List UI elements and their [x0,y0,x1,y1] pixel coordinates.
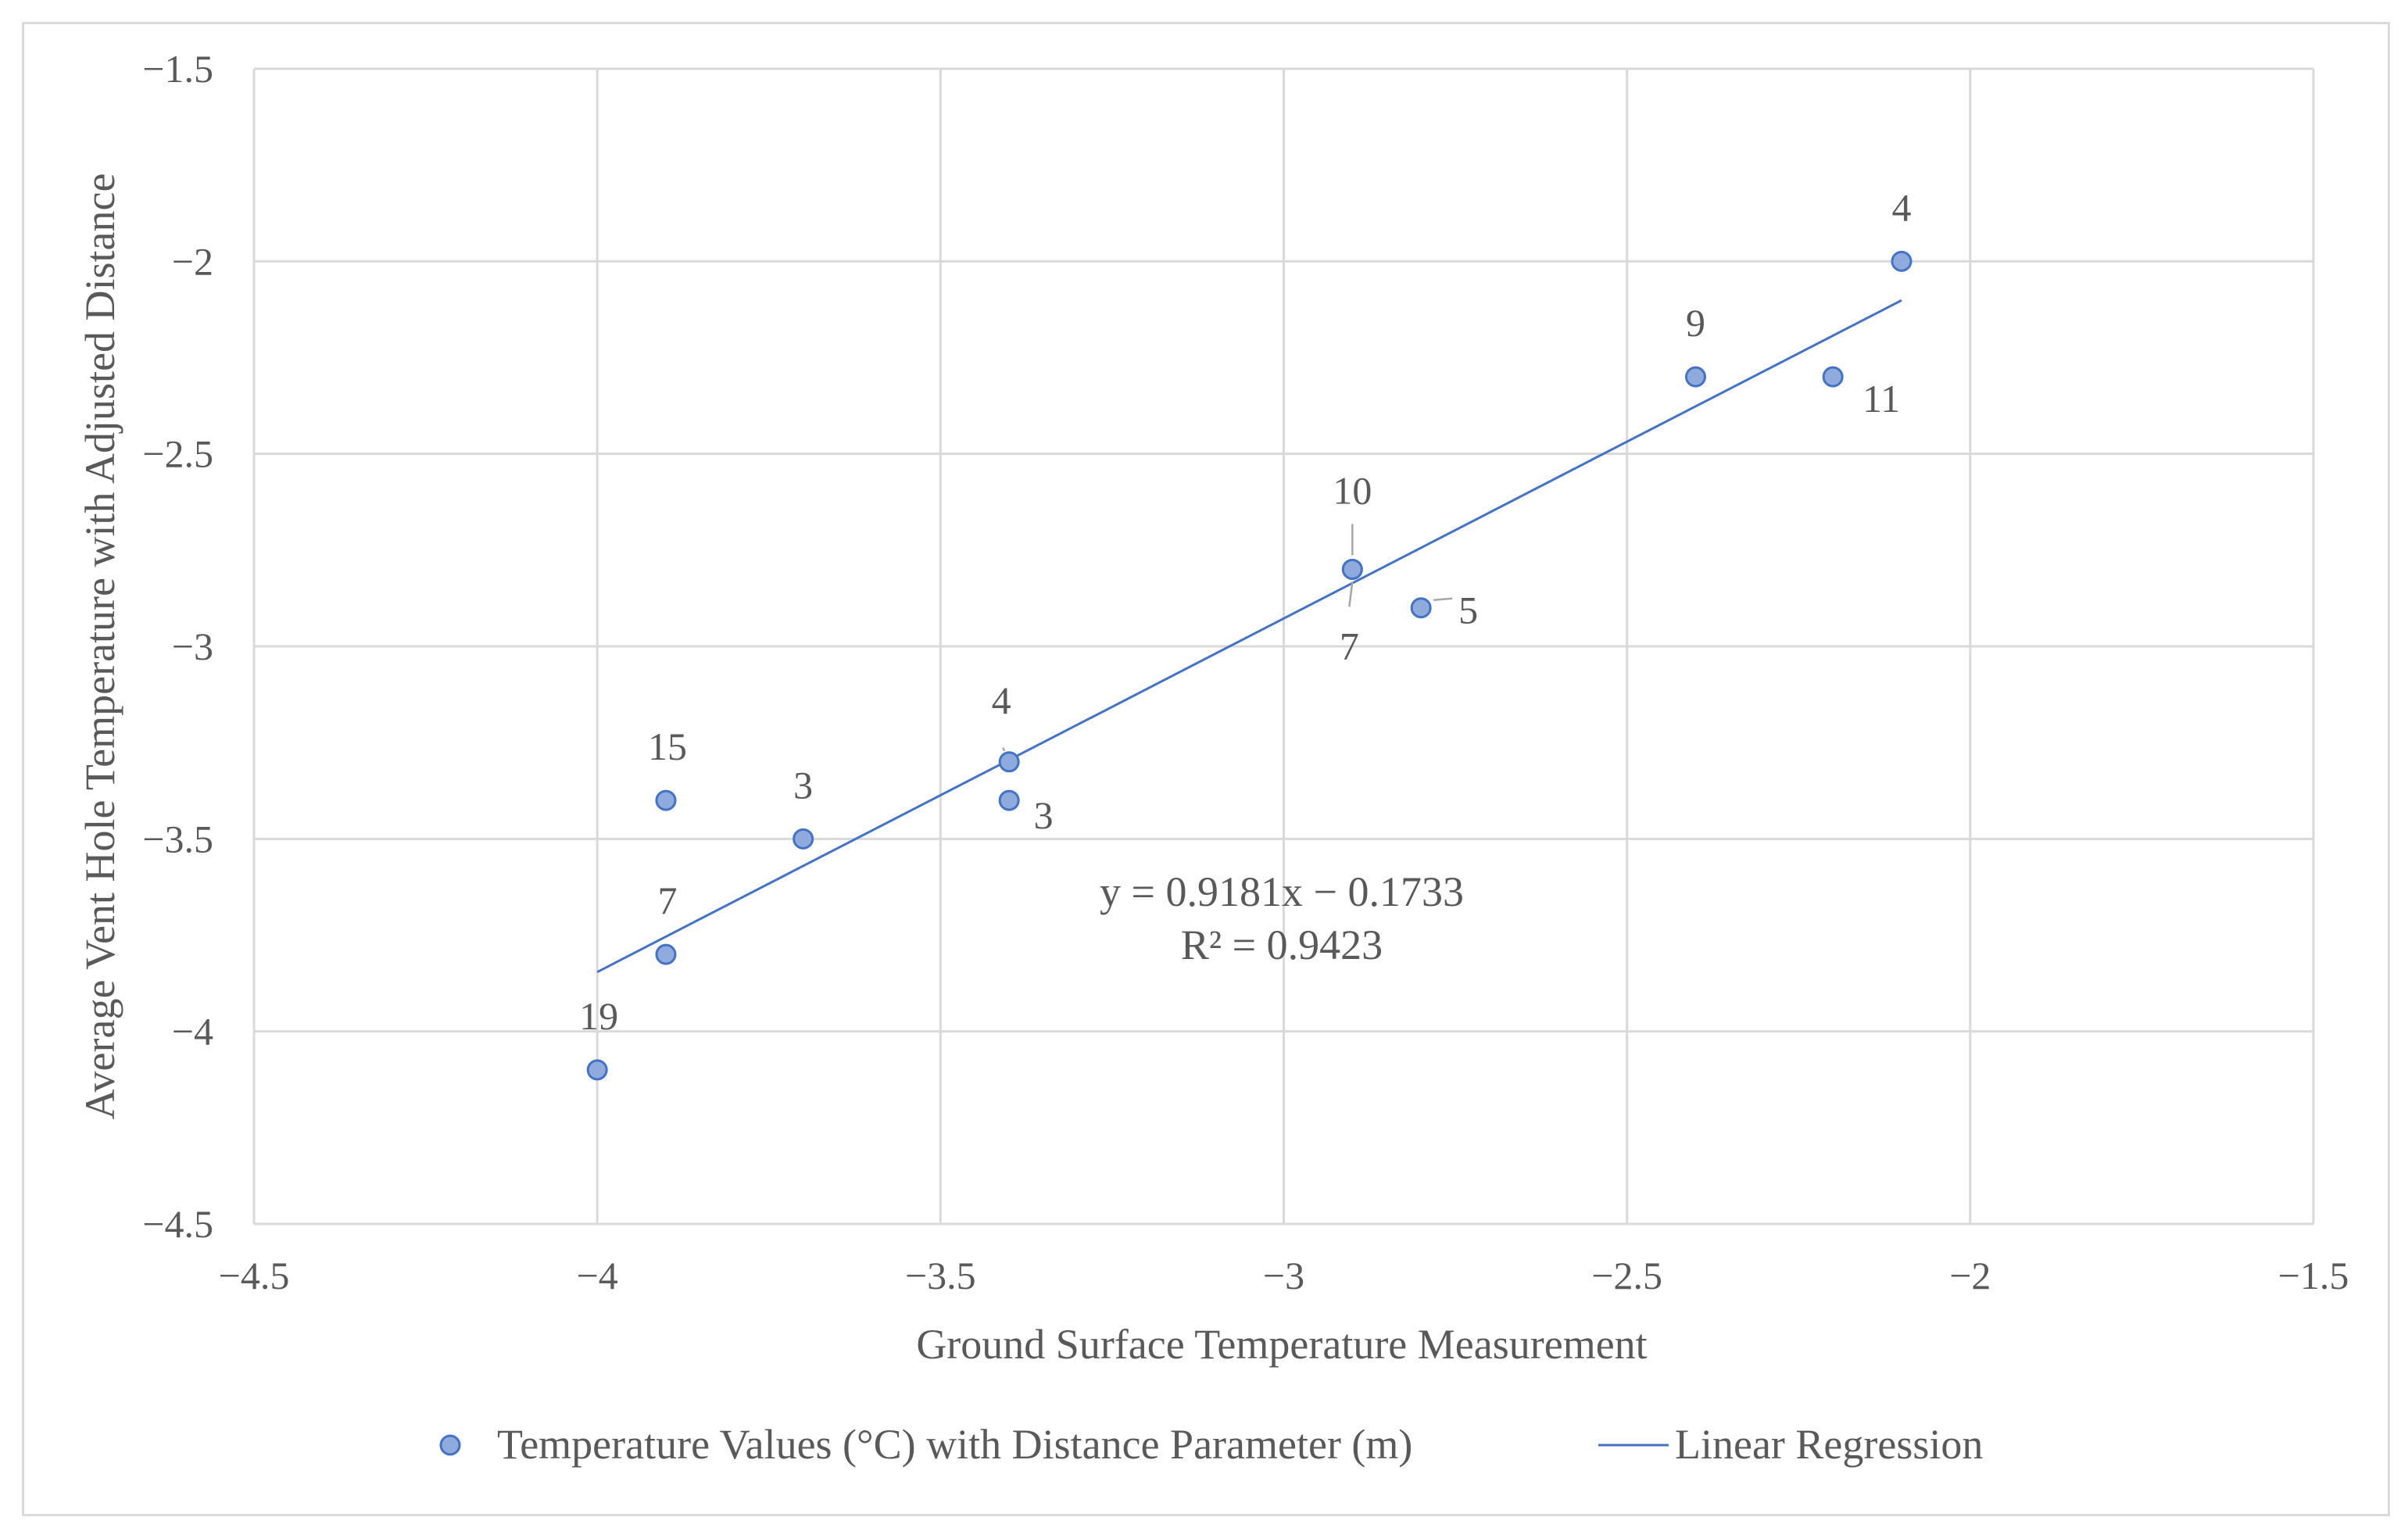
data-label: 19 [579,994,618,1038]
data-point [1685,366,1706,388]
data-point [998,789,1020,811]
data-label: 10 [1333,468,1372,512]
y-tick-label: −2 [172,239,213,283]
data-point [1410,597,1432,619]
regression-equation: y = 0.9181x − 0.1733 [1100,868,1464,915]
y-tick-label: −3.5 [142,817,213,861]
data-label: 4 [992,678,1011,722]
data-label: 4 [1892,185,1912,229]
x-axis-title: Ground Surface Temperature Measurement [916,1321,1647,1368]
label-leader-line [1002,747,1006,752]
grid-lines [252,67,2315,1225]
regression-line [596,299,1902,973]
data-label: 7 [658,878,678,922]
y-axis-ticks: −1.5 −2 −2.5 −3 −3.5 −4 −4.5 [142,47,213,1246]
y-tick-label: −4 [172,1010,213,1054]
data-label: 11 [1862,377,1900,420]
data-point [586,1059,608,1081]
label-leader-line [1348,581,1354,607]
legend-label-line: Linear Regression [1675,1421,1983,1468]
data-label: 5 [1458,589,1478,632]
data-label: 15 [648,725,687,768]
y-tick-label: −2.5 [142,432,213,476]
data-point [793,828,814,850]
y-tick-label: −3 [172,624,213,668]
data-labels: 19 7 15 3 4 3 10 7 5 9 11 4 [579,185,1911,1038]
legend-marker-scatter [439,1434,461,1456]
data-label: 7 [1340,624,1359,667]
data-point [998,751,1020,773]
leader-lines [1002,524,1453,752]
x-tick-label: −4.5 [219,1254,290,1297]
data-point [1822,366,1844,388]
x-tick-label: −2.5 [1591,1254,1662,1297]
data-label: 9 [1686,301,1705,345]
data-points [586,250,1912,1081]
chart-frame [22,22,2390,1516]
x-tick-label: −4 [577,1254,618,1297]
data-point [655,789,677,811]
y-tick-label: −4.5 [142,1202,213,1246]
x-tick-label: −1.5 [2278,1254,2349,1297]
legend: Temperature Values (°C) with Distance Pa… [439,1421,1983,1468]
x-axis-ticks: −4.5 −4 −3.5 −3 −2.5 −2 −1.5 [219,1254,2349,1297]
data-point [1891,250,1912,272]
label-leader-line [1433,597,1453,601]
x-tick-label: −2 [1949,1254,1991,1297]
y-axis-title: Average Vent Hole Temperature with Adjus… [77,174,123,1120]
data-label: 3 [793,763,813,807]
x-tick-label: −3.5 [905,1254,976,1297]
y-tick-label: −1.5 [142,47,213,91]
data-label: 3 [1034,793,1054,837]
legend-label-scatter: Temperature Values (°C) with Distance Pa… [497,1421,1412,1468]
regression-layer [596,299,1902,973]
data-point [655,943,677,965]
r-squared: R² = 0.9423 [1181,921,1383,968]
x-tick-label: −3 [1263,1254,1304,1297]
data-point [1341,558,1363,580]
